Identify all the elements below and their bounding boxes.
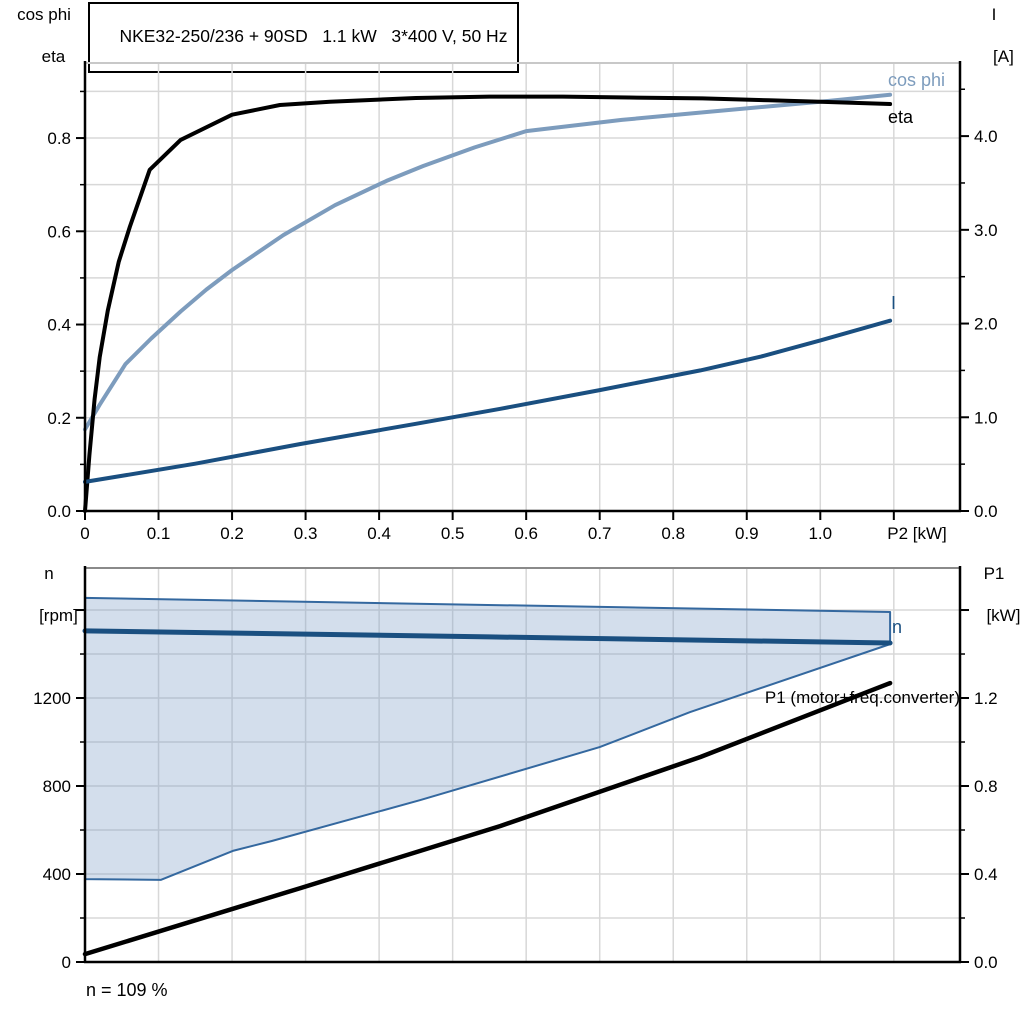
right-tick-label: 2.0 — [974, 315, 998, 334]
axis-label-speed: n — [44, 564, 54, 583]
left-tick-label: 0.6 — [47, 222, 71, 241]
axis-label-current: I — [991, 5, 997, 24]
left-tick-label: 0.0 — [47, 502, 71, 521]
left-tick-label: 400 — [43, 865, 71, 884]
x-tick-label: 0.7 — [588, 524, 612, 543]
x-axis-label: P2 [kW] — [887, 524, 947, 543]
x-tick-label: 1.0 — [808, 524, 832, 543]
cos-phi-curve-label: cos phi — [888, 70, 945, 90]
x-tick-label: 0.9 — [735, 524, 759, 543]
speed-and-power-ticks: 0 400 800 1200 0.0 0.4 0.8 1.2 — [33, 609, 998, 972]
right-tick-label: 1.0 — [974, 408, 998, 427]
right-tick-label: 4.0 — [974, 127, 998, 146]
cos-phi-curve — [83, 92, 893, 432]
x-tick-label: 0.5 — [441, 524, 465, 543]
bottom-right-axis-label: P1 [kW] — [964, 563, 1024, 626]
x-tick-label: 0.1 — [147, 524, 171, 543]
left-tick-label: 800 — [43, 777, 71, 796]
motor-performance-gridlines — [85, 62, 960, 511]
x-tick-label: 0 — [80, 524, 89, 543]
left-tick-label: 0.2 — [47, 409, 71, 428]
axis-label-eta: eta — [41, 47, 66, 66]
right-tick-label: 0.0 — [974, 953, 998, 972]
right-tick-label: 0.0 — [974, 502, 998, 521]
right-tick-label: 3.0 — [974, 221, 998, 240]
motor-performance-chart: 0.0 0.2 0.4 0.6 0.8 0.0 1.0 2.0 3.0 4.0 0 0.1 0.2 0.3… — [47, 61, 998, 543]
top-left-axis-label: cos phi eta — [6, 4, 82, 67]
p1-motor-freq-converter--curve-label: P1 (motor+freq.converter) — [765, 688, 960, 707]
axis-label-current-unit: [A] — [993, 47, 1014, 66]
x-tick-label: 0.6 — [514, 524, 538, 543]
left-tick-label: 0.8 — [47, 129, 71, 148]
axis-label-p1-unit: [kW] — [986, 606, 1021, 625]
left-tick-label: 0.4 — [47, 316, 71, 335]
axis-label-speed-unit: [rpm] — [39, 606, 78, 625]
title-box: NKE32-250/236 + 90SD 1.1 kW 3*400 V, 50 … — [88, 2, 520, 73]
i-curve — [83, 318, 893, 484]
right-tick-label: 1.2 — [974, 689, 998, 708]
left-tick-label: 1200 — [33, 689, 71, 708]
n-curve — [82, 628, 893, 646]
right-tick-label: 0.4 — [974, 865, 998, 884]
eta-curve-label: eta — [888, 107, 914, 127]
axis-label-cos-phi: cos phi — [17, 5, 71, 24]
x-tick-label: 0.3 — [294, 524, 318, 543]
speed-and-power-axes — [83, 566, 962, 964]
i-curve-label: I — [891, 293, 896, 313]
x-tick-label: 0.2 — [220, 524, 244, 543]
axis-label-p1: P1 — [983, 564, 1005, 583]
x-tick-label: 0.8 — [661, 524, 685, 543]
right-tick-label: 0.8 — [974, 777, 998, 796]
eta-curve — [83, 94, 893, 513]
speed-and-power-chart: 0 400 800 1200 0.0 0.4 0.8 1.2 n P1 (motor+freq.c… — [33, 566, 998, 972]
chart-title: NKE32-250/236 + 90SD 1.1 kW 3*400 V, 50 … — [119, 26, 508, 46]
top-right-axis-label: I [A] — [966, 4, 1022, 67]
bottom-left-axis-label: n [rpm] — [16, 563, 82, 626]
motor-performance-axes — [83, 61, 962, 513]
left-tick-label: 0 — [62, 953, 71, 972]
x-tick-label: 0.4 — [367, 524, 391, 543]
motor-performance-ticks: 0.0 0.2 0.4 0.6 0.8 0.0 1.0 2.0 3.0 4.0 0 0.1 0.2 0.3… — [47, 88, 998, 543]
speed-control-range-area — [84, 596, 892, 881]
n-curve-label: n — [892, 617, 902, 637]
p1-motor-freq-converter--curve — [82, 680, 893, 957]
speed-percentage-caption: n = 109 % — [86, 980, 168, 1000]
